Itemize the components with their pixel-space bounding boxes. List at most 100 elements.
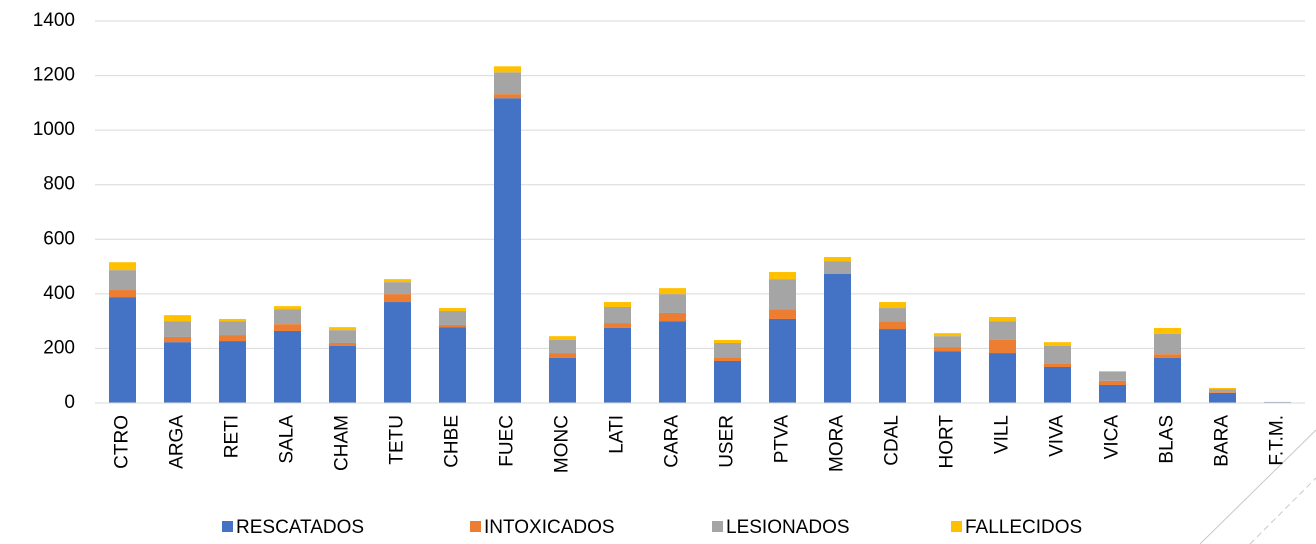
x-tick-label: ARGA [167,415,188,469]
bar-segment [1154,327,1181,334]
bar-segment [494,72,521,95]
bar-segment [1209,387,1236,390]
bar-segment [164,342,191,403]
bar-segment [989,317,1016,322]
bar-segment [1209,392,1236,403]
x-tick-label: CDAL [882,415,903,466]
bar-segment [164,315,191,322]
bar-segment [879,302,906,309]
bar-segment [659,321,686,403]
bar-segment [934,333,961,337]
bar-segment [879,321,906,330]
bar-segment [934,336,961,348]
bar-segment [549,353,576,358]
bar-segment [1044,342,1071,346]
legend-label: FALLECIDOS [965,517,1082,538]
bar-segment [1099,384,1126,403]
bar-segment [439,327,466,403]
bar-segment [219,335,246,342]
x-tick-label: RETI [222,415,243,458]
bar-segment [219,318,246,322]
legend-swatch [222,521,233,532]
x-tick-label: BLAS [1157,415,1178,464]
x-tick-label: TETU [387,415,408,465]
x-tick-label: CARA [662,415,683,468]
bar-segment [219,321,246,336]
bar-segment [494,94,521,99]
bar-segment [604,302,631,307]
bar-segment [549,357,576,403]
bar-segment [274,306,301,310]
x-tick-label: PTVA [772,415,793,464]
bar-segment [109,262,136,271]
x-tick-label: F.T.M. [1267,415,1288,466]
bar-segment [989,339,1016,354]
bar-segment [879,329,906,403]
y-tick-label: 0 [64,392,75,413]
x-tick-label: FUEC [497,415,518,467]
y-tick-label: 200 [43,337,75,358]
bar-segment [274,324,301,331]
x-tick-label: VILL [992,415,1013,454]
bar-segment [1099,371,1126,372]
legend-swatch [951,521,962,532]
bar-segment [824,261,851,274]
bar-segment [384,302,411,403]
bar-segment [769,272,796,280]
x-tick-label: LATI [607,415,628,454]
x-tick-label: USER [717,415,738,468]
bar-segment [164,321,191,337]
bar-segment [604,323,631,328]
bar-segment [439,324,466,328]
bar-segment [1099,380,1126,385]
legend-label: INTOXICADOS [484,517,615,538]
y-tick-label: 1400 [33,10,75,31]
bar-segment [824,273,851,274]
bar-segment [659,294,686,313]
bar-segment [824,257,851,262]
bar-segment [989,321,1016,340]
bar-segment [1154,357,1181,403]
y-tick-label: 1000 [33,119,75,140]
bar-segment [934,351,961,403]
bar-segment [769,318,796,403]
bar-segment [1209,392,1236,393]
x-tick-label: CHAM [332,415,353,471]
bar-segment [824,273,851,403]
y-tick-label: 800 [43,174,75,195]
legend-swatch [712,521,723,532]
bar-segment [549,336,576,340]
bar-segment [1209,389,1236,393]
y-tick-label: 400 [43,283,75,304]
bar-segment [1154,354,1181,358]
x-tick-label: SALA [277,415,298,464]
bar-segment [109,297,136,403]
bar-segment [274,309,301,325]
x-tick-label: MORA [827,415,848,472]
bar-segment [384,282,411,295]
x-tick-label: CTRO [112,415,133,469]
x-tick-label: VIVA [1047,415,1068,457]
bar-segment [549,339,576,354]
bar-segment [274,330,301,403]
bar-segment [164,336,191,343]
bar-segment [329,345,356,403]
bar-segment [494,66,521,73]
y-tick-label: 1200 [33,65,75,86]
bar-segment [439,311,466,325]
x-tick-label: CHBE [442,415,463,468]
bar-segment [329,330,356,343]
bar-segment [1044,345,1071,364]
bar-segment [329,327,356,331]
bar-segment [604,306,631,324]
bar-segment [1044,366,1071,403]
bar-segment [879,308,906,322]
x-tick-label: VICA [1102,415,1123,460]
legend-label: LESIONADOS [726,517,850,538]
bar-segment [714,360,741,403]
bar-segment [109,270,136,291]
bar-segment [714,357,741,361]
bar-segment [219,341,246,403]
bar-segment [1154,333,1181,355]
